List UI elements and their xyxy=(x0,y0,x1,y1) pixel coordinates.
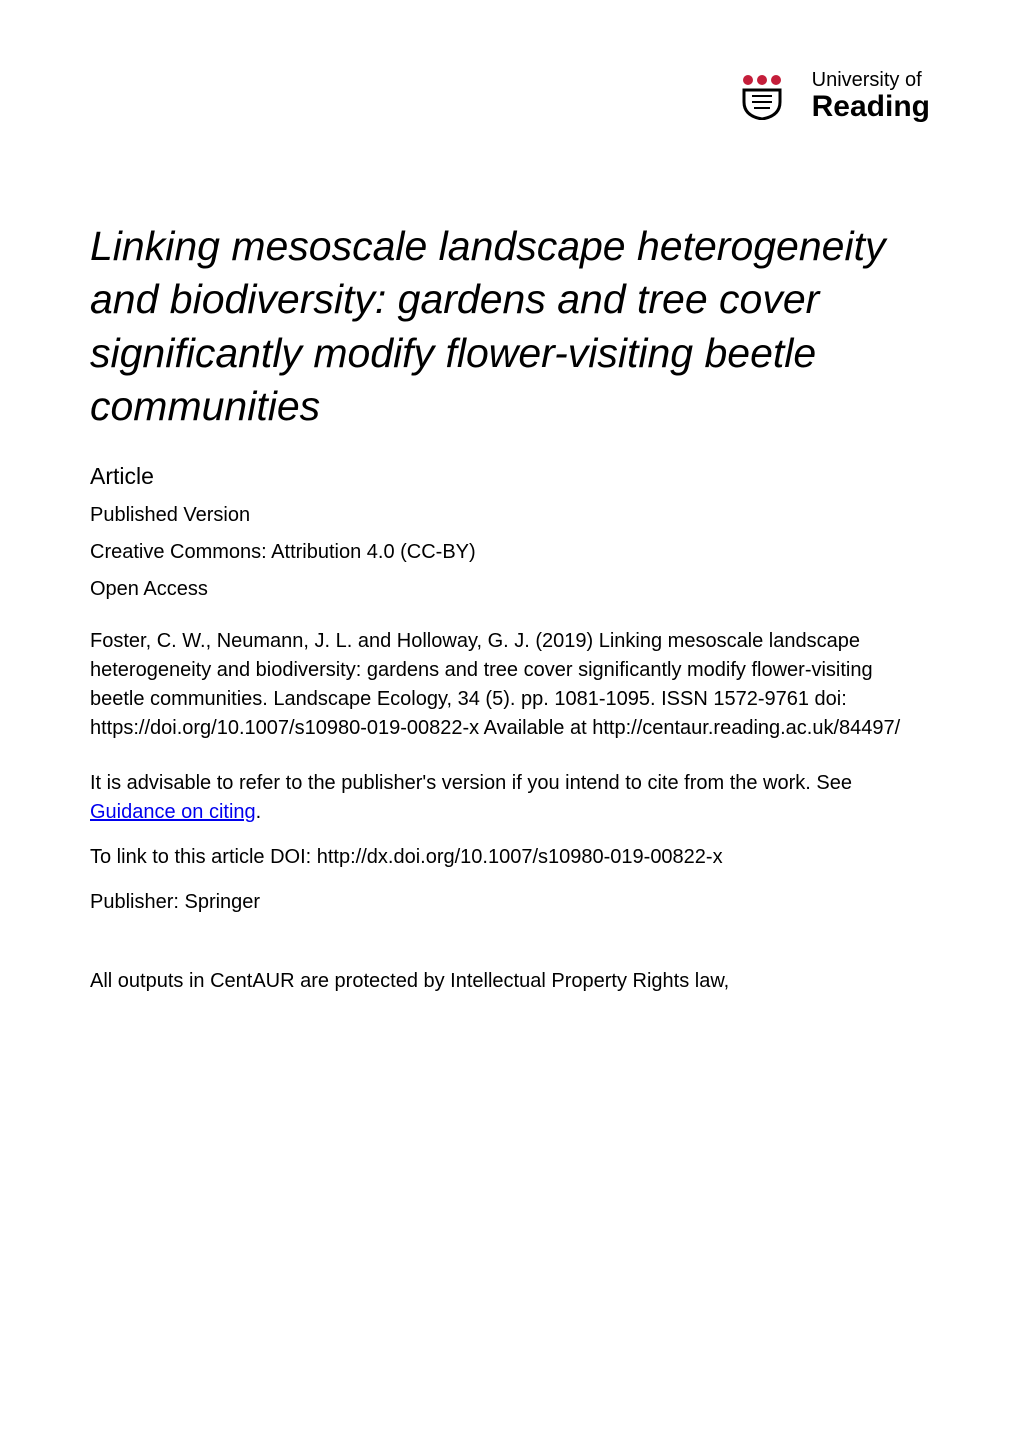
guidance-on-citing-link[interactable]: Guidance on citing xyxy=(90,801,256,823)
logo-line-1: University of xyxy=(812,70,930,91)
document-title: Linking mesoscale landscape heterogeneit… xyxy=(90,220,930,433)
access-line: Open Access xyxy=(90,578,930,601)
version-label: Published Version xyxy=(90,504,930,527)
university-logo-text: University of Reading xyxy=(812,70,930,123)
advice-prefix: It is advisable to refer to the publishe… xyxy=(90,772,852,794)
advice-suffix: . xyxy=(256,801,262,823)
logo-line-2: Reading xyxy=(812,91,930,123)
article-type-label: Article xyxy=(90,463,930,490)
doi-line: To link to this article DOI: http://dx.d… xyxy=(90,843,930,872)
footer-rights-line: All outputs in CentAUR are protected by … xyxy=(90,967,930,996)
publisher-line: Publisher: Springer xyxy=(90,888,930,917)
citing-advice: It is advisable to refer to the publishe… xyxy=(90,769,930,827)
page-container: University of Reading Linking mesoscale … xyxy=(0,0,1020,1443)
reading-logo-icon xyxy=(740,72,804,120)
license-line: Creative Commons: Attribution 4.0 (CC-BY… xyxy=(90,541,930,564)
citation-text: Foster, C. W., Neumann, J. L. and Hollow… xyxy=(90,627,930,743)
university-logo: University of Reading xyxy=(740,70,930,123)
